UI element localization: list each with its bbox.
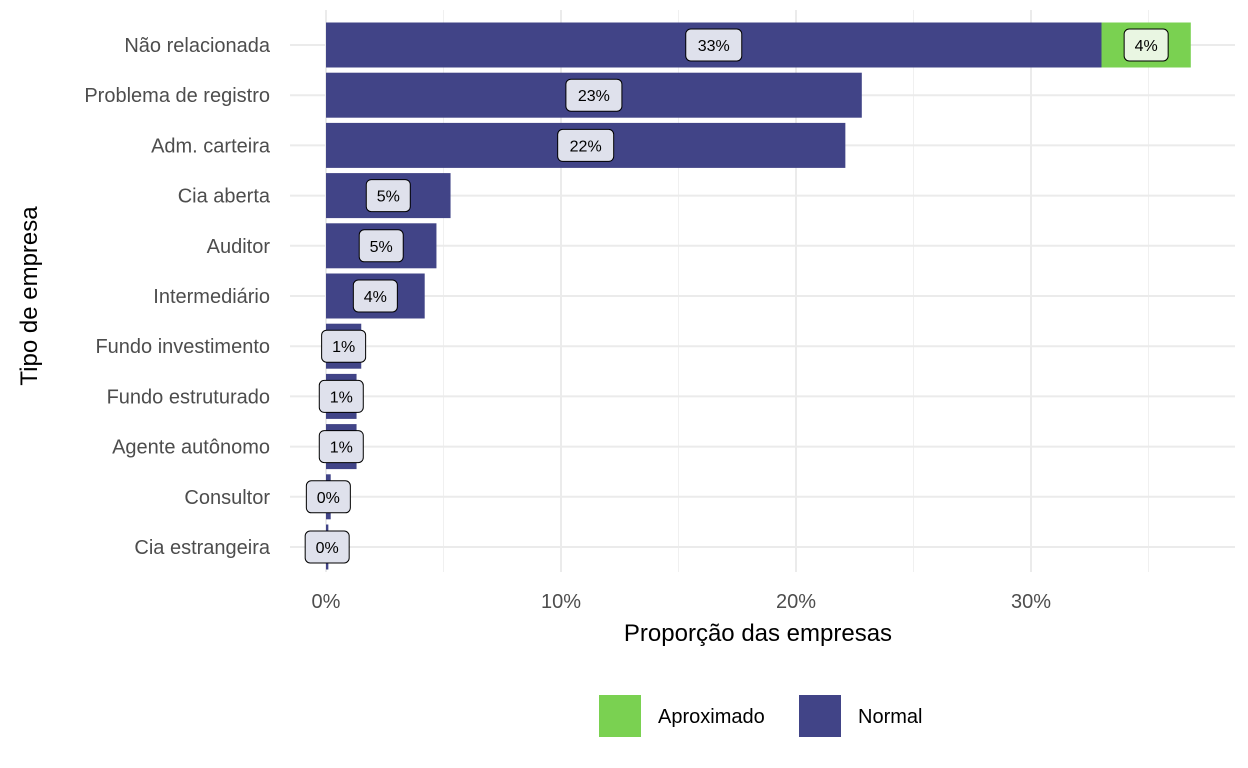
category-label: Não relacionada (124, 35, 271, 57)
data-label: 0% (316, 540, 339, 557)
data-label-box (305, 480, 351, 514)
data-label: 22% (570, 138, 602, 155)
x-tick-label: 20% (776, 591, 816, 613)
x-tick-label: 10% (541, 591, 581, 613)
data-label-box (318, 379, 364, 413)
data-labels: 33% 4% 23% 22% 5% 5% 4% 1% 1% 1% 0% 0% (304, 28, 1169, 564)
data-label: 23% (578, 88, 610, 105)
x-tick-label: 30% (1011, 591, 1051, 613)
data-label: 1% (330, 389, 353, 406)
data-label: 0% (317, 490, 340, 507)
category-label: Auditor (207, 236, 271, 258)
data-label-box (352, 279, 398, 313)
data-label: 4% (364, 289, 387, 306)
category-label: Problema de registro (84, 85, 270, 107)
data-label-box (318, 430, 364, 464)
category-label: Consultor (184, 487, 270, 509)
legend-label-aproximado: Aproximado (658, 706, 765, 728)
category-labels: Não relacionada Problema de registro Adm. … (84, 35, 271, 559)
category-label: Agente autônomo (112, 437, 270, 459)
category-label: Intermediário (153, 286, 270, 308)
data-label: 5% (370, 239, 393, 256)
category-label: Cia estrangeira (134, 537, 271, 559)
data-label: 4% (1135, 38, 1158, 55)
x-tick-labels: 0% 10% 20% 30% (312, 591, 1052, 613)
legend-key-aproximado (599, 695, 641, 737)
legend-label-normal: Normal (858, 706, 922, 728)
category-label: Fundo investimento (95, 336, 270, 358)
data-label-box (321, 329, 367, 363)
data-label-box (557, 128, 615, 162)
category-label: Adm. carteira (151, 135, 271, 157)
y-axis-title: Tipo de empresa (16, 206, 43, 386)
x-tick-label: 0% (312, 591, 341, 613)
data-label: 1% (332, 339, 355, 356)
category-label: Cia aberta (178, 186, 271, 208)
legend-key-normal (799, 695, 841, 737)
data-label-box (304, 530, 350, 564)
data-label: 5% (377, 189, 400, 206)
x-axis-title: Proporção das empresas (624, 620, 892, 647)
data-label-box (685, 28, 743, 62)
data-label-box (365, 179, 411, 213)
data-label: 1% (330, 440, 353, 457)
data-label-box (1123, 28, 1169, 62)
data-label-box (358, 229, 404, 263)
data-label: 33% (698, 38, 730, 55)
data-label-box (565, 78, 623, 112)
category-label: Fundo estruturado (107, 386, 270, 408)
legend: Aproximado Normal (599, 695, 922, 737)
